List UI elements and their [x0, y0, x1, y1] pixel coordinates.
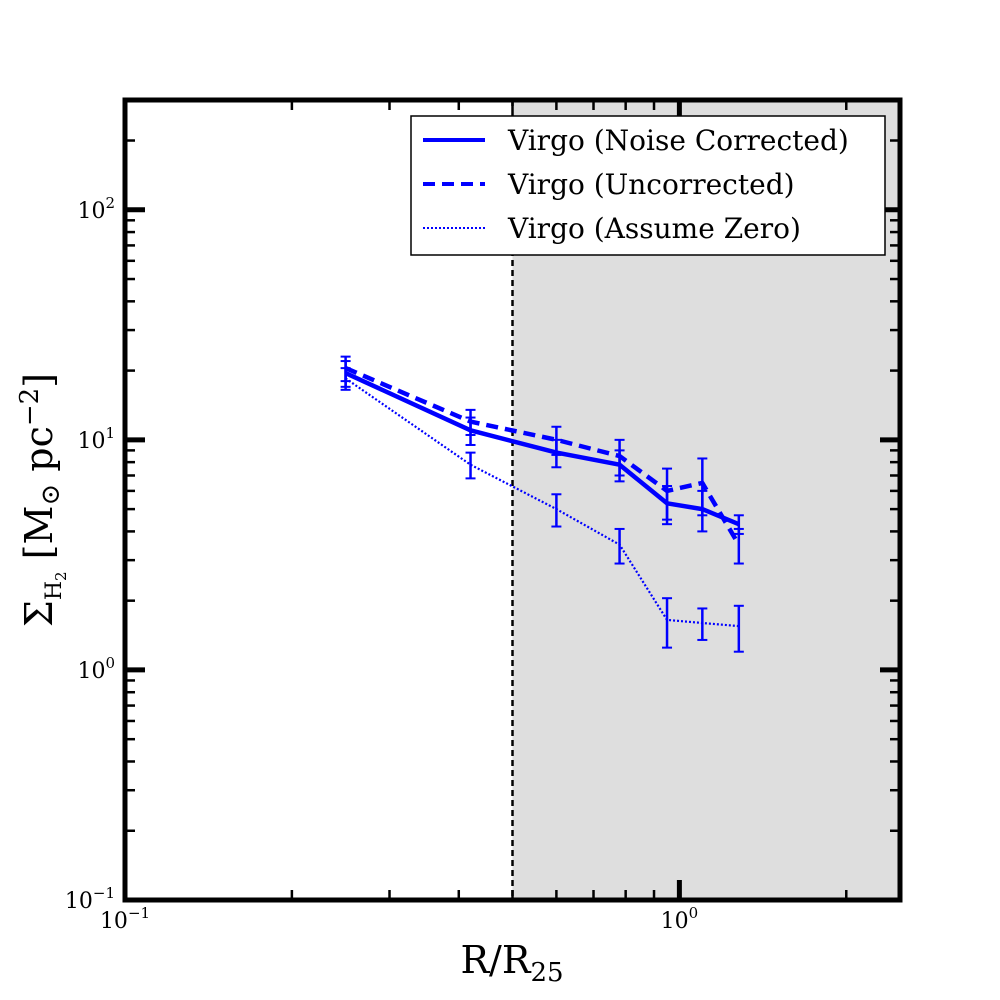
error-bar	[733, 527, 744, 565]
error-bar	[662, 467, 673, 521]
y-tick-label: 102	[77, 194, 115, 224]
error-bar	[551, 425, 562, 456]
plot-frame	[122, 97, 903, 903]
legend-label-uncorrected: Virgo (Uncorrected)	[507, 168, 795, 201]
x-tick-label: 10−1	[100, 904, 150, 934]
series-dashed	[340, 355, 744, 565]
y-tick-label: 100	[77, 654, 115, 684]
legend-label-noise-corrected: Virgo (Noise Corrected)	[507, 124, 849, 157]
legend-label-assume-zero: Virgo (Assume Zero)	[507, 212, 801, 245]
error-bar	[697, 457, 708, 517]
error-bar	[551, 493, 562, 528]
y-axis-title: ΣH2 [M⊙ pc−2]	[15, 373, 70, 627]
error-bar	[340, 367, 351, 391]
series-dotted	[340, 367, 744, 653]
legend-box	[410, 115, 886, 256]
error-bar	[614, 438, 625, 477]
y-tick-label: 10−1	[65, 884, 115, 914]
y-tick-label: 101	[77, 424, 115, 454]
error-bar	[465, 408, 476, 436]
x-axis-title: R/R25	[460, 938, 563, 988]
error-bar	[465, 451, 476, 480]
series-layer	[340, 355, 744, 653]
tick-labels: 10−1 100 10−1 100 101 102	[65, 194, 698, 934]
error-bar	[697, 607, 708, 641]
legend: Virgo (Noise Corrected) Virgo (Uncorrect…	[410, 115, 886, 256]
error-bar	[733, 604, 744, 653]
error-bar	[662, 597, 673, 649]
x-tick-label: 100	[661, 904, 699, 934]
error-bar	[614, 527, 625, 565]
